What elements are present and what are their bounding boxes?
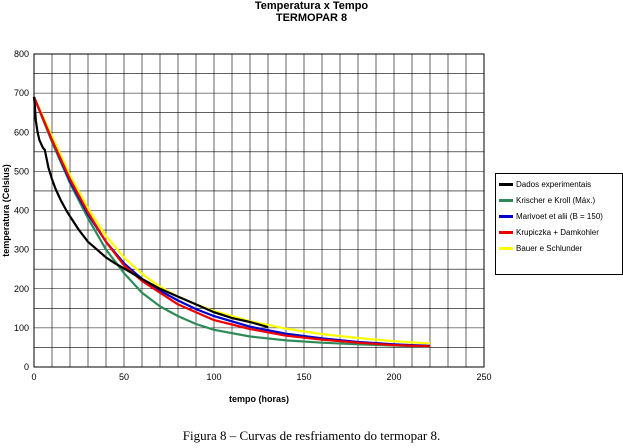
series-lines [32, 96, 431, 348]
legend-item: Krischer e Kroll (Máx.) [499, 192, 619, 208]
y-tick-label: 600 [14, 127, 29, 137]
legend-swatch [499, 214, 513, 218]
x-axis-label: tempo (horas) [229, 394, 289, 404]
y-tick-label: 300 [14, 245, 29, 255]
x-tick-label: 150 [296, 372, 311, 382]
y-axis-label: temperatura (Celsius) [1, 164, 11, 257]
x-tick-label: 0 [31, 372, 36, 382]
grid [33, 53, 485, 368]
legend: Dados experimentais Krischer e Kroll (Máx… [495, 173, 623, 275]
legend-item: Marivoet et alii (B = 150) [499, 208, 619, 224]
chart-title: Temperatura x Tempo [254, 0, 369, 12]
y-tick-label: 0 [24, 362, 29, 372]
chart-subtitle: TERMOPAR 8 [275, 12, 348, 24]
legend-label: Krupiczka + Damkohler [516, 227, 599, 237]
series-line-2 [32, 96, 431, 348]
y-tick-label: 100 [14, 323, 29, 333]
y-tick-label: 400 [14, 206, 29, 216]
x-tick-label: 50 [119, 372, 129, 382]
x-tick-label: 200 [386, 372, 401, 382]
series-line-4 [32, 96, 431, 348]
y-tick-label: 500 [14, 166, 29, 176]
legend-label: Bauer e Schlunder [516, 243, 583, 253]
legend-swatch [499, 198, 513, 202]
legend-label: Marivoet et alii (B = 150) [516, 211, 603, 221]
plot-frame [33, 53, 485, 368]
y-tick-label: 800 [14, 49, 29, 59]
legend-swatch [499, 246, 513, 250]
series-line-1 [32, 96, 269, 329]
legend-label: Krischer e Kroll (Máx.) [516, 195, 596, 205]
y-tick-label: 200 [14, 284, 29, 294]
legend-label: Dados experimentais [516, 179, 592, 189]
x-tick-label: 100 [206, 372, 221, 382]
figure-caption: Figura 8 – Curvas de resfriamento do ter… [182, 428, 441, 443]
legend-swatch [499, 230, 513, 234]
legend-item: Bauer e Schlunder [499, 240, 619, 256]
legend-item: Dados experimentais [499, 176, 619, 192]
legend-item: Krupiczka + Damkohler [499, 224, 619, 240]
y-tick-label: 700 [14, 88, 29, 98]
tick-labels: 0 50 100 150 200 250 0 100 200 300 400 500 600 700 800 [14, 49, 492, 382]
x-tick-label: 250 [476, 372, 491, 382]
legend-swatch [499, 182, 513, 186]
